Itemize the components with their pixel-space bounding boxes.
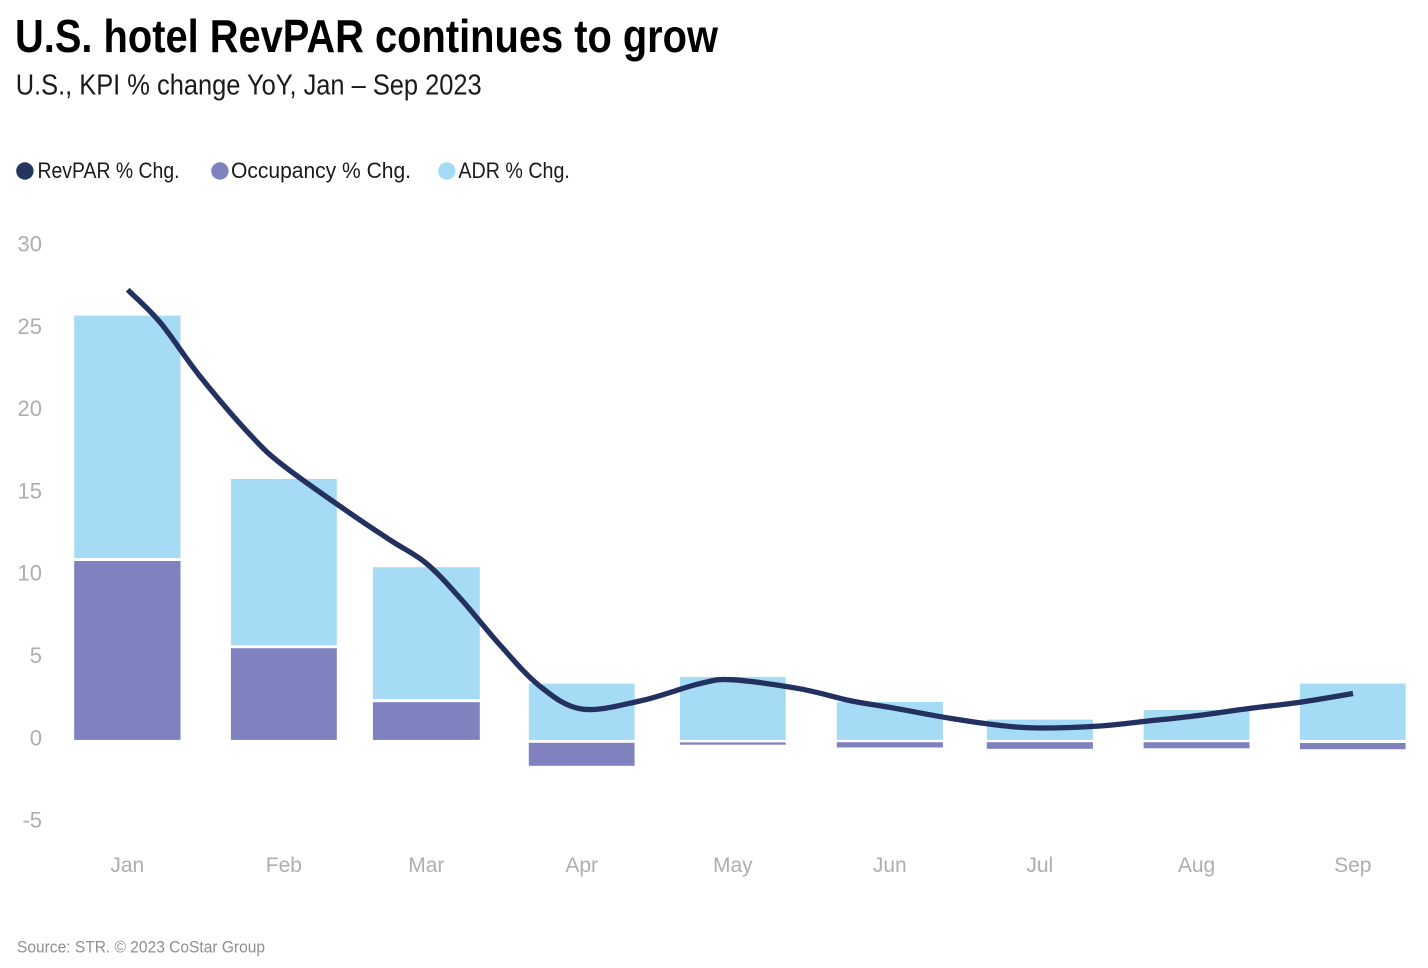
- svg-text:10: 10: [18, 561, 42, 586]
- svg-text:Source: STR. © 2023 CoStar Gro: Source: STR. © 2023 CoStar Group: [17, 938, 265, 957]
- svg-text:Jun: Jun: [873, 854, 907, 877]
- svg-text:U.S. hotel RevPAR continues to: U.S. hotel RevPAR continues to grow: [15, 10, 718, 62]
- svg-text:5: 5: [30, 643, 42, 668]
- svg-text:25: 25: [18, 314, 42, 339]
- svg-text:Feb: Feb: [266, 854, 302, 877]
- svg-text:Sep: Sep: [1334, 854, 1371, 877]
- svg-text:20: 20: [18, 396, 42, 421]
- svg-text:-5: -5: [22, 808, 42, 833]
- svg-text:30: 30: [18, 232, 42, 257]
- svg-text:Jul: Jul: [1026, 854, 1053, 877]
- svg-text:U.S., KPI % change YoY, Jan –: U.S., KPI % change YoY, Jan – Sep 2023: [16, 70, 482, 102]
- svg-text:Apr: Apr: [565, 854, 598, 877]
- svg-text:Jan: Jan: [110, 854, 144, 877]
- svg-text:Mar: Mar: [408, 854, 444, 877]
- svg-text:Occupancy % Chg.: Occupancy % Chg.: [231, 158, 411, 183]
- svg-text:RevPAR % Chg.: RevPAR % Chg.: [38, 158, 180, 183]
- svg-text:0: 0: [30, 725, 42, 750]
- svg-text:Aug: Aug: [1178, 854, 1215, 877]
- svg-text:15: 15: [18, 478, 42, 503]
- svg-text:ADR % Chg.: ADR % Chg.: [458, 158, 570, 183]
- svg-text:May: May: [713, 854, 753, 877]
